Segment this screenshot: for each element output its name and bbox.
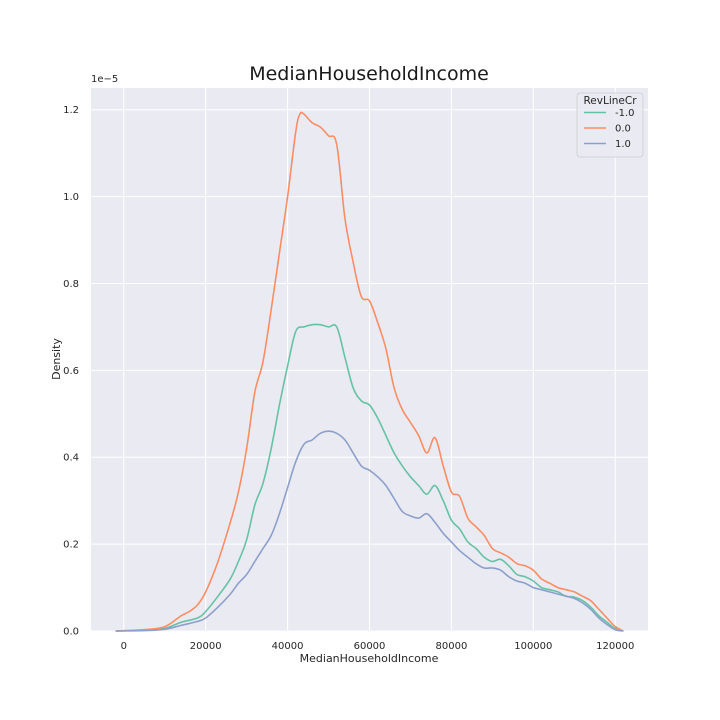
- x-tick-label: 80000: [436, 641, 468, 652]
- y-tick-label: 0.8: [63, 279, 79, 290]
- x-tick-label: 60000: [354, 641, 386, 652]
- x-axis: 0 20000 40000 60000 80000 100000 120000: [121, 641, 635, 652]
- y-tick-label: 1.2: [63, 105, 79, 116]
- x-tick-label: 20000: [190, 641, 222, 652]
- y-tick-label: 0.4: [63, 453, 79, 464]
- series-line-2: [115, 430, 624, 632]
- legend-label: 1.0: [615, 139, 631, 150]
- legend-box: [576, 92, 644, 158]
- grid: [91, 88, 648, 632]
- y-scale-label: 1e−5: [91, 74, 118, 85]
- series-line-1: [115, 111, 624, 632]
- y-tick-label: 1.0: [63, 192, 79, 203]
- y-axis-label: Density: [50, 338, 63, 380]
- series-line-0: [115, 323, 624, 632]
- chart-title: MedianHouseholdIncome: [249, 63, 489, 85]
- y-axis: 0.0 0.2 0.4 0.6 0.8 1.0 1.2: [63, 105, 79, 637]
- series-lines: [115, 111, 624, 632]
- y-tick-label: 0.2: [63, 540, 79, 551]
- y-tick-label: 0.0: [63, 627, 79, 638]
- legend-title: RevLineCr: [583, 95, 637, 107]
- legend-label: 0.0: [615, 124, 631, 135]
- x-tick-label: 120000: [596, 641, 634, 652]
- y-tick-label: 0.6: [63, 366, 79, 377]
- x-tick-label: 0: [121, 641, 127, 652]
- x-tick-label: 40000: [272, 641, 304, 652]
- legend-label: -1.0: [615, 108, 635, 119]
- legend: RevLineCr -1.0 0.0 1.0: [576, 92, 644, 158]
- x-axis-label: MedianHouseholdIncome: [300, 652, 439, 665]
- x-tick-label: 100000: [514, 641, 552, 652]
